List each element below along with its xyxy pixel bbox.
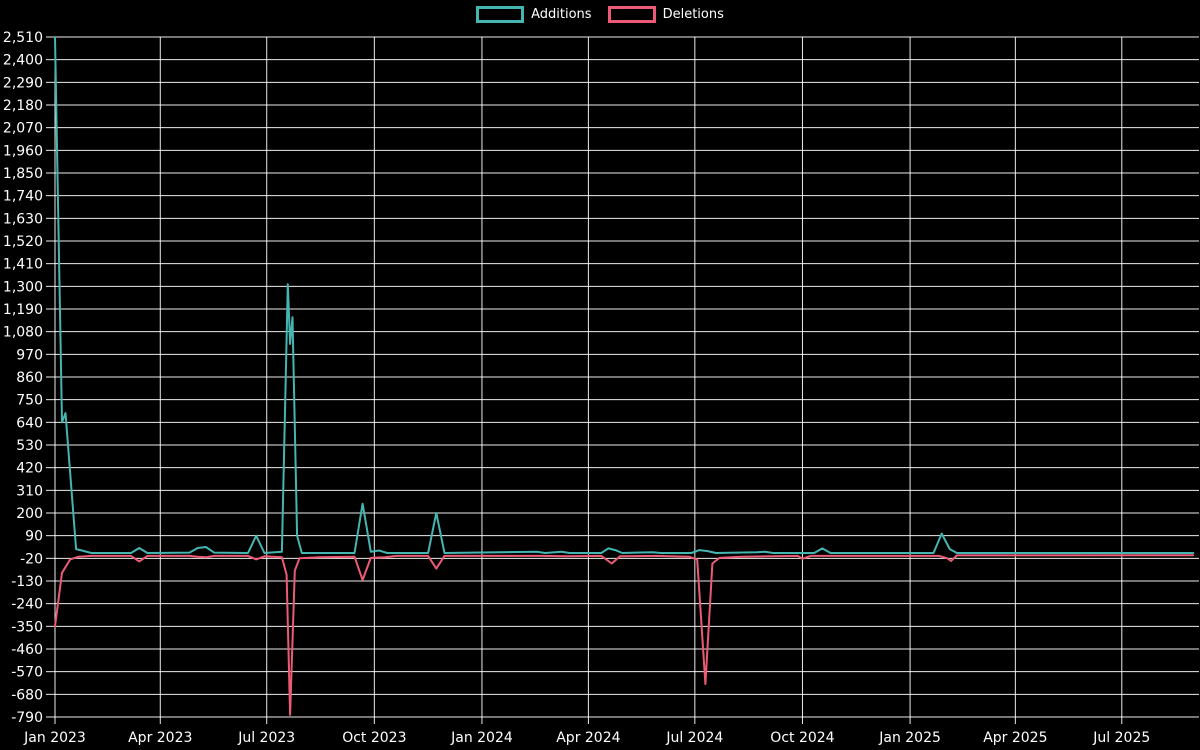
y-tick-label: 1,080 (3, 325, 43, 341)
y-tick-label: 200 (16, 506, 43, 522)
x-tick-label: Jul 2025 (1092, 730, 1150, 746)
legend-item-additions[interactable]: Additions (476, 6, 592, 23)
x-tick-label: Apr 2025 (983, 730, 1047, 746)
legend: Additions Deletions (0, 6, 1200, 23)
y-tick-label: 860 (16, 370, 43, 386)
y-tick-label: 2,400 (3, 53, 43, 69)
y-tick-label: 1,520 (3, 234, 43, 250)
y-tick-label: 1,740 (3, 189, 43, 205)
additions-line (54, 36, 1195, 554)
y-tick-label: -350 (11, 619, 43, 635)
y-tick-label: 2,070 (3, 121, 43, 137)
y-tick-label: 2,510 (3, 30, 43, 46)
legend-label-additions: Additions (531, 7, 592, 22)
y-tick-label: 1,410 (3, 257, 43, 273)
y-tick-label: -130 (11, 574, 43, 590)
y-tick-label: 640 (16, 415, 43, 431)
y-tick-label: 1,300 (3, 279, 43, 295)
x-tick-label: Apr 2024 (556, 730, 620, 746)
x-tick-label: Oct 2023 (342, 730, 406, 746)
y-tick-label: 1,960 (3, 143, 43, 159)
y-tick-label: -240 (11, 597, 43, 613)
y-tick-label: -20 (20, 551, 43, 567)
legend-label-deletions: Deletions (662, 7, 724, 22)
legend-item-deletions[interactable]: Deletions (607, 6, 724, 23)
y-tick-label: 530 (16, 438, 43, 454)
x-tick-label: Jan 2023 (23, 730, 86, 746)
y-tick-label: 90 (25, 529, 43, 545)
x-tick-label: Oct 2024 (770, 730, 834, 746)
y-tick-label: -570 (11, 665, 43, 681)
y-tick-label: 1,190 (3, 302, 43, 318)
y-tick-label: -460 (11, 642, 43, 658)
additions-swatch-icon (476, 6, 525, 23)
deletions-line (54, 554, 1195, 716)
y-tick-label: 2,290 (3, 75, 43, 91)
x-tick-label: Jan 2024 (450, 730, 513, 746)
y-tick-label: 750 (16, 393, 43, 409)
deletions-swatch-icon (607, 6, 656, 23)
x-tick-label: Jul 2023 (237, 730, 295, 746)
y-tick-label: 310 (16, 483, 43, 499)
x-tick-label: Apr 2023 (128, 730, 192, 746)
y-tick-label: 2,180 (3, 98, 43, 114)
x-tick-label: Jul 2024 (665, 730, 723, 746)
y-tick-label: 420 (16, 461, 43, 477)
y-tick-label: -790 (11, 710, 43, 726)
y-tick-label: -680 (11, 687, 43, 703)
x-tick-label: Jan 2025 (878, 730, 941, 746)
y-tick-label: 1,850 (3, 166, 43, 182)
y-tick-label: 1,630 (3, 211, 43, 227)
y-tick-label: 970 (16, 347, 43, 363)
